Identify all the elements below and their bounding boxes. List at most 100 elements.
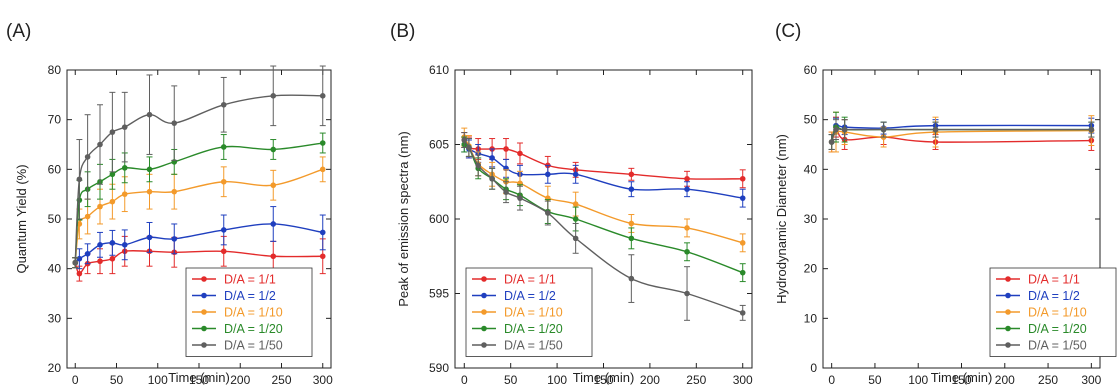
y-tick-label: 60 bbox=[804, 63, 818, 77]
x-tick-label: 150 bbox=[593, 373, 613, 385]
data-point bbox=[489, 155, 495, 161]
data-point bbox=[121, 165, 128, 171]
legend-swatch-marker bbox=[1005, 342, 1011, 348]
y-tick-label: 80 bbox=[48, 63, 62, 77]
legend-swatch-marker bbox=[201, 309, 207, 315]
data-point bbox=[76, 255, 83, 262]
legend-swatch-marker bbox=[481, 292, 487, 299]
y-tick-label: 50 bbox=[804, 113, 818, 127]
data-point bbox=[76, 176, 83, 183]
data-point bbox=[109, 198, 116, 205]
data-point bbox=[72, 259, 79, 266]
data-point bbox=[171, 120, 178, 126]
data-point bbox=[97, 203, 103, 210]
series-4 bbox=[72, 132, 326, 269]
data-point bbox=[841, 126, 848, 133]
x-tick-label: 300 bbox=[733, 373, 753, 385]
y-tick-label: 0 bbox=[810, 361, 817, 375]
data-point bbox=[545, 210, 551, 216]
y-tick-label: 30 bbox=[48, 311, 62, 325]
data-point bbox=[628, 220, 635, 227]
y-tick-label: 70 bbox=[48, 113, 62, 127]
y-tick-label: 40 bbox=[804, 162, 818, 176]
x-tick-label: 150 bbox=[951, 373, 971, 385]
data-point bbox=[739, 195, 746, 201]
y-tick-label: 20 bbox=[804, 262, 818, 276]
y-tick-label: 610 bbox=[429, 63, 449, 77]
x-tick-label: 0 bbox=[461, 373, 468, 385]
data-point bbox=[684, 290, 690, 297]
data-point bbox=[628, 275, 635, 282]
data-point bbox=[220, 248, 227, 255]
legend-swatch-marker bbox=[481, 325, 487, 332]
legend-entry: D/A = 1/20 bbox=[1028, 322, 1087, 336]
data-point bbox=[84, 213, 91, 220]
data-point bbox=[739, 269, 746, 276]
data-point bbox=[97, 141, 103, 148]
y-tick-label: 40 bbox=[48, 262, 62, 276]
y-axis-label: Quantum Yield (%) bbox=[14, 164, 29, 273]
legend-swatch-marker bbox=[201, 292, 207, 299]
legend-entry: D/A = 1/2 bbox=[224, 289, 276, 303]
x-tick-label: 50 bbox=[504, 373, 518, 385]
x-axis-label: Time (min) bbox=[573, 370, 635, 385]
legend-entry: D/A = 1/20 bbox=[224, 322, 283, 336]
series-1 bbox=[461, 132, 746, 189]
data-point bbox=[121, 191, 128, 197]
data-point bbox=[684, 175, 690, 182]
legend-entry: D/A = 1/10 bbox=[504, 306, 563, 320]
x-tick-label: 300 bbox=[1081, 373, 1101, 385]
data-point bbox=[628, 235, 635, 242]
legend-entry: D/A = 1/20 bbox=[504, 322, 563, 336]
data-point bbox=[84, 250, 91, 257]
y-tick-label: 20 bbox=[48, 361, 62, 375]
x-tick-label: 50 bbox=[110, 373, 124, 385]
data-point bbox=[270, 221, 277, 227]
data-point bbox=[319, 229, 326, 236]
data-point bbox=[319, 140, 326, 146]
data-point bbox=[572, 201, 579, 207]
legend: D/A = 1/1 D/A = 1/2 D/A = 1/10 D/A = 1/20 D/… bbox=[185, 267, 313, 357]
x-tick-label: 0 bbox=[828, 373, 835, 385]
data-point bbox=[739, 310, 746, 316]
panel-2: (B) 0 50 100 150 200 250 300 590 595 600 605 610 Time… bbox=[390, 21, 753, 385]
data-point bbox=[572, 235, 579, 242]
legend-swatch-marker bbox=[1005, 309, 1011, 315]
series-line bbox=[831, 129, 1092, 143]
x-tick-label: 250 bbox=[271, 373, 291, 385]
legend-entry: D/A = 1/50 bbox=[224, 339, 283, 353]
data-point bbox=[833, 126, 839, 133]
data-point bbox=[517, 195, 523, 201]
data-point bbox=[220, 178, 227, 185]
data-point bbox=[684, 248, 690, 255]
data-point bbox=[109, 171, 116, 178]
y-tick-label: 60 bbox=[48, 162, 62, 176]
series-2 bbox=[828, 117, 1095, 150]
legend-swatch-marker bbox=[481, 342, 487, 348]
x-tick-label: 100 bbox=[908, 373, 928, 385]
data-point bbox=[84, 154, 91, 160]
data-point bbox=[146, 111, 153, 118]
legend-entry: D/A = 1/10 bbox=[1028, 306, 1087, 320]
data-point bbox=[475, 162, 482, 169]
data-point bbox=[739, 175, 746, 182]
data-point bbox=[270, 182, 277, 189]
x-tick-label: 250 bbox=[1038, 373, 1058, 385]
data-point bbox=[880, 126, 887, 133]
data-point bbox=[220, 101, 227, 108]
data-point bbox=[109, 240, 116, 246]
data-point bbox=[319, 166, 326, 173]
data-point bbox=[270, 146, 277, 153]
data-point bbox=[628, 186, 635, 192]
y-axis-label: Hydrodynamic Diameter (nm) bbox=[774, 134, 789, 304]
data-point bbox=[146, 234, 153, 241]
y-tick-label: 605 bbox=[429, 138, 449, 152]
legend-entry: D/A = 1/50 bbox=[504, 339, 563, 353]
panel-label: (B) bbox=[390, 21, 415, 42]
x-tick-label: 200 bbox=[640, 373, 660, 385]
data-point bbox=[220, 144, 227, 150]
y-tick-label: 600 bbox=[429, 212, 449, 226]
series-5 bbox=[461, 132, 746, 321]
series-line bbox=[830, 125, 1092, 143]
